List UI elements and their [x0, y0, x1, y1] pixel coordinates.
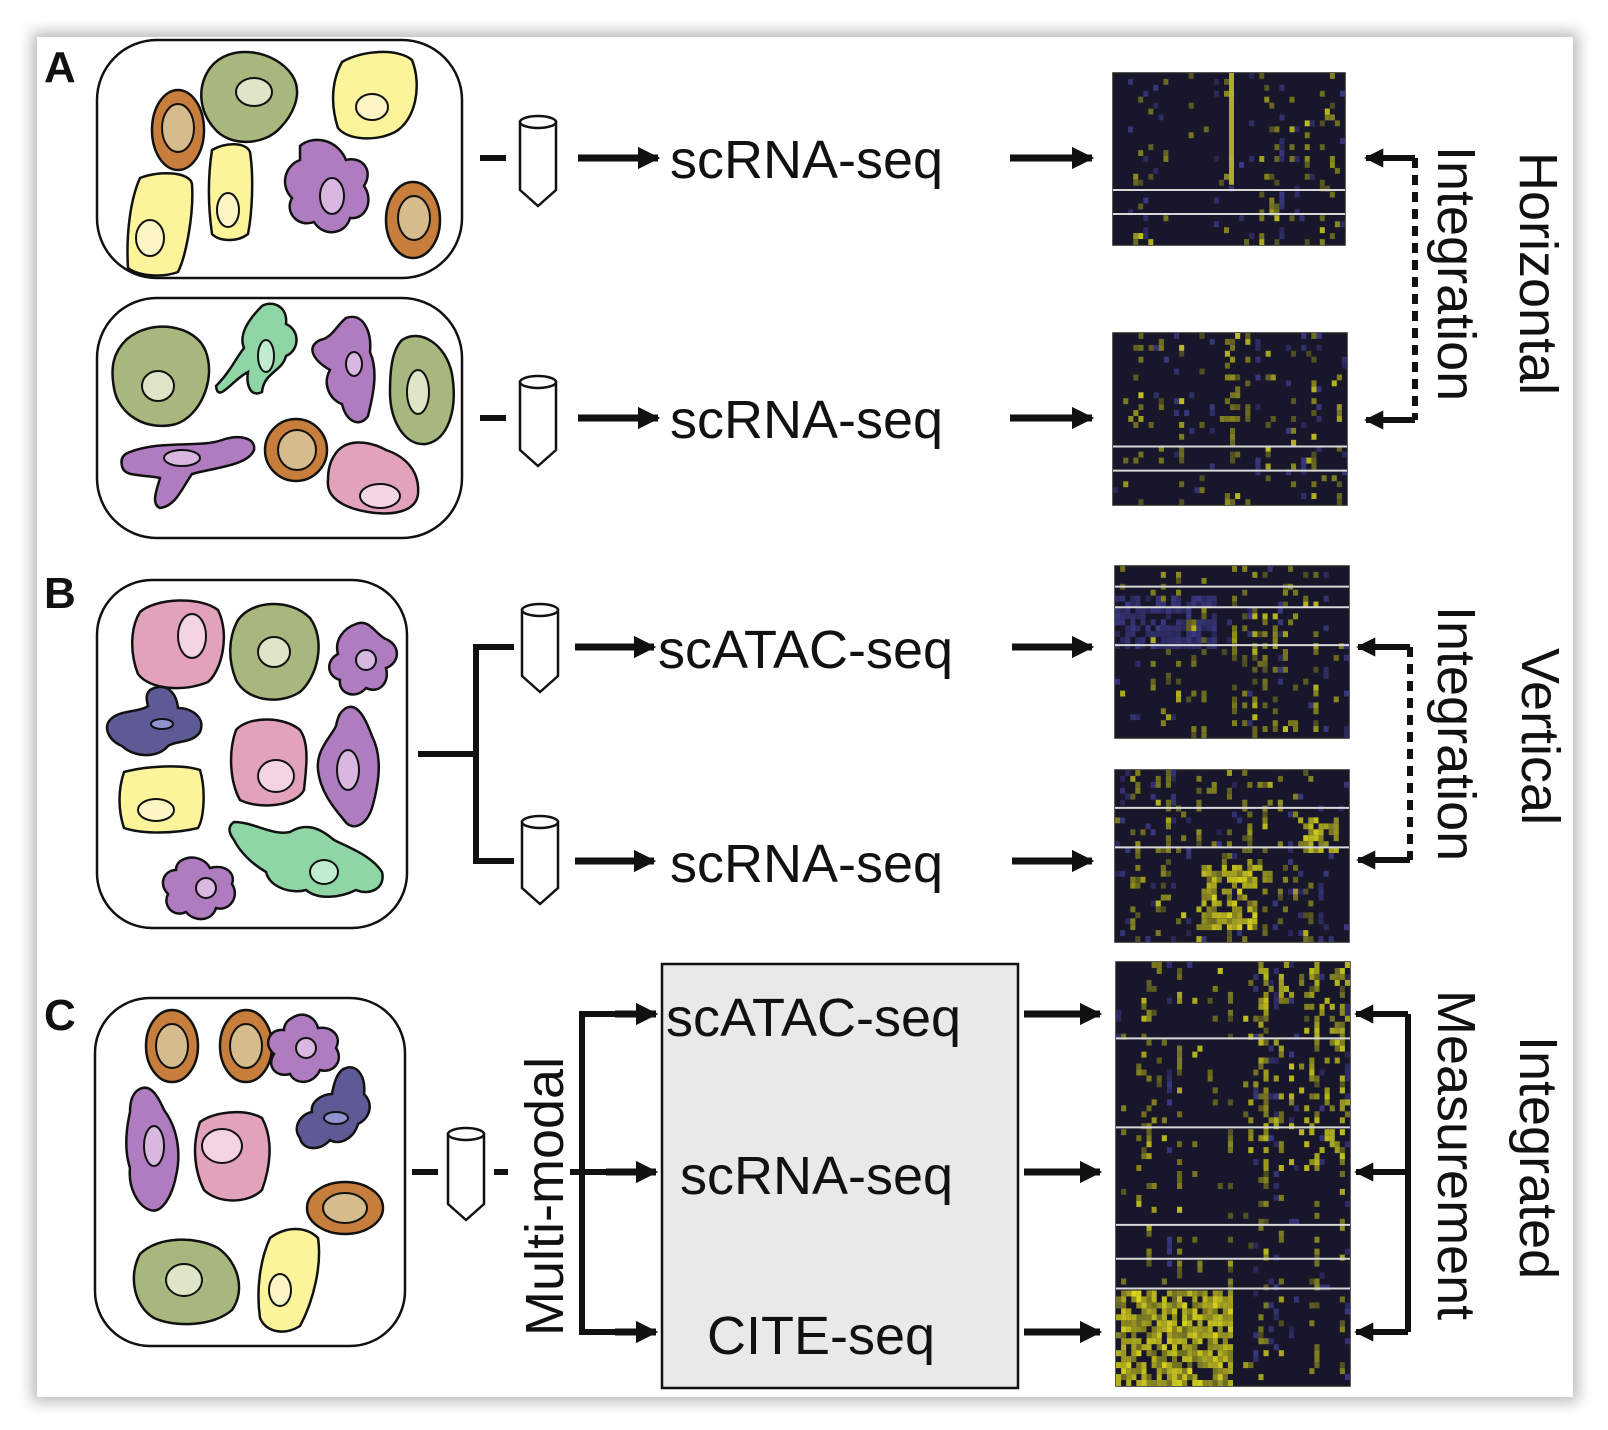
assay-label: scRNA-seq — [680, 1146, 953, 1206]
side-label-line2: Measurement — [1426, 990, 1486, 1320]
cell-yellow — [118, 765, 205, 834]
cell-sample-b — [95, 578, 409, 930]
panel-c: C Multi-modal scATA — [44, 961, 1568, 1390]
cell-navy — [295, 1066, 371, 1150]
cell-purple — [283, 138, 370, 234]
assay-label: scATAC-seq — [666, 988, 961, 1048]
assay-label: CITE-seq — [707, 1306, 935, 1366]
side-label-line1: Vertical — [1510, 648, 1570, 825]
cell-orange — [305, 1180, 385, 1236]
cell-purple — [120, 436, 256, 510]
assay-label: scRNA-seq — [670, 390, 943, 450]
heatmap — [1112, 72, 1346, 246]
assay-label: scRNA-seq — [670, 130, 943, 190]
cell-purple — [311, 315, 376, 424]
panel-b: B scATAC-seq scR — [44, 565, 1570, 943]
cell-yellow — [207, 143, 254, 242]
tube-icon — [520, 602, 560, 694]
side-label-line1: Horizontal — [1508, 152, 1568, 395]
panel-letter-b: B — [44, 569, 76, 618]
cell-navy — [105, 685, 203, 757]
tube-icon — [520, 814, 560, 906]
cell-sample-c — [93, 996, 407, 1348]
cell-pink — [193, 1111, 271, 1202]
dashed-bracket — [1364, 148, 1418, 430]
cell-pink — [326, 441, 420, 515]
cell-yellow — [126, 171, 194, 277]
tube-icon — [412, 1126, 508, 1222]
cell-sample-a2 — [95, 296, 464, 540]
solid-bracket — [1354, 1004, 1411, 1342]
cell-yellow — [257, 1227, 321, 1333]
branch-connector — [570, 1002, 659, 1344]
panel-a: A — [44, 38, 1568, 540]
tube-icon — [480, 114, 558, 208]
dashed-bracket — [1356, 637, 1413, 870]
side-label-line2: Integration — [1426, 146, 1486, 401]
cell-pink — [229, 718, 308, 807]
panel-letter-c: C — [44, 991, 76, 1040]
heatmap — [1112, 332, 1348, 506]
heatmap — [1114, 565, 1350, 739]
cell-purple — [328, 621, 398, 696]
multimodal-label: Multi-modal — [515, 1057, 575, 1336]
panel-letter-a: A — [44, 43, 76, 92]
cell-green — [111, 325, 211, 428]
cell-purple — [125, 1086, 180, 1212]
cell-sample-a1 — [95, 38, 464, 280]
assay-box — [660, 962, 1020, 1390]
tube-icon — [480, 374, 558, 468]
cell-orange — [218, 1008, 274, 1084]
cell-orange — [150, 88, 206, 172]
cell-green — [132, 1238, 241, 1326]
cell-purple — [316, 705, 380, 828]
cell-purple — [161, 856, 237, 921]
heatmap — [1114, 769, 1350, 943]
heatmap — [1115, 961, 1351, 1387]
assay-label: scRNA-seq — [670, 834, 943, 894]
side-label-line2: Integration — [1426, 606, 1486, 861]
cell-mint — [214, 302, 298, 395]
cell-green — [229, 602, 320, 701]
cell-purple — [266, 1013, 341, 1083]
cell-green — [200, 50, 299, 144]
cell-orange — [263, 417, 329, 483]
branch-connector — [418, 644, 514, 864]
cell-orange — [144, 1008, 200, 1084]
cell-green — [388, 334, 455, 446]
assay-label: scATAC-seq — [658, 620, 953, 680]
cell-mint — [228, 820, 384, 898]
side-label-line1: Integrated — [1508, 1036, 1568, 1279]
cell-yellow — [331, 50, 418, 140]
cell-pink — [130, 599, 226, 690]
cell-orange — [384, 180, 442, 260]
